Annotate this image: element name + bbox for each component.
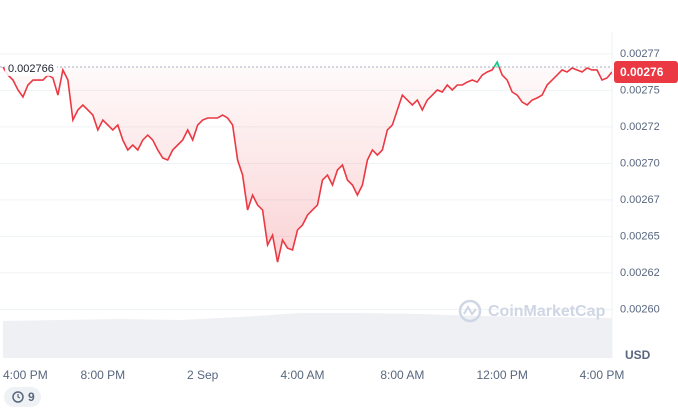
y-tick-label: 0.00267 [620, 194, 660, 206]
value-label-bg [614, 61, 678, 84]
history-badge[interactable]: 9 [4, 387, 41, 407]
x-tick-label: 4:00 PM [3, 368, 48, 382]
x-tick-label: 2 Sep [187, 368, 219, 382]
y-tick-label: 0.00262 [620, 267, 660, 279]
y-tick-label: 0.00272 [620, 121, 660, 133]
area-below [3, 67, 612, 263]
reference-label-bg [5, 61, 57, 76]
currency-label: USD [625, 348, 651, 362]
plot: 0.002766 [0, 60, 612, 263]
price-line [2, 67, 612, 263]
x-tick-label: 12:00 PM [476, 368, 527, 382]
x-tick-label: 8:00 AM [380, 368, 424, 382]
volume-area [3, 313, 612, 358]
y-tick-label: 0.00270 [620, 157, 660, 169]
x-tick-label: 8:00 PM [80, 368, 125, 382]
y-tick-label: 0.00275 [620, 84, 660, 96]
y-tick-label: 0.00277 [620, 48, 660, 60]
x-tick-label: 4:00 PM [580, 368, 625, 382]
watermark: CoinMarketCap [458, 299, 606, 323]
watermark-text: CoinMarketCap [488, 303, 606, 320]
history-count: 9 [28, 390, 35, 404]
x-tick-label: 4:00 AM [280, 368, 324, 382]
reference-label: 0.002766 [8, 63, 54, 75]
value-label: 0.00276 [620, 65, 664, 79]
y-tick-label: 0.00265 [620, 230, 660, 242]
y-tick-label: 0.00260 [620, 303, 660, 315]
